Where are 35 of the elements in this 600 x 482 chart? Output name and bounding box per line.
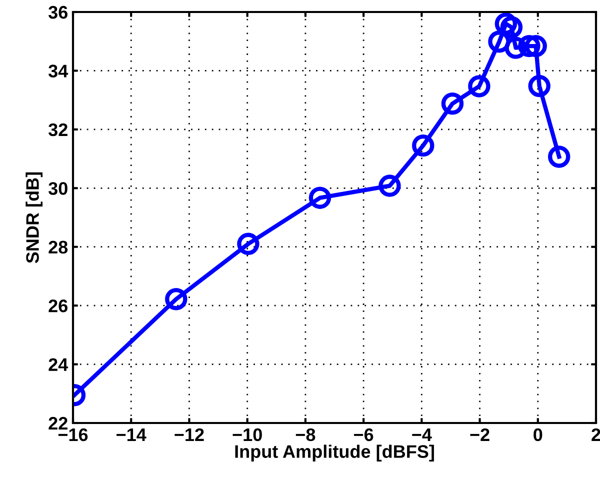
x-tick-label: 0 bbox=[534, 428, 542, 442]
point bbox=[548, 146, 570, 168]
y-tick-label: 22 bbox=[48, 416, 68, 430]
y-tick-label: 24 bbox=[48, 358, 68, 371]
point bbox=[524, 34, 547, 58]
y-tick-label: 26 bbox=[48, 300, 68, 312]
x-tick-label: −10 bbox=[232, 428, 262, 442]
x-tick-label: 2 bbox=[592, 428, 600, 441]
x-tick-label: −14 bbox=[116, 428, 146, 441]
y-axis-title: SNDR [dB] bbox=[26, 172, 42, 264]
point bbox=[488, 30, 510, 53]
point bbox=[528, 74, 550, 98]
y-tick-label: 36 bbox=[48, 6, 68, 19]
y-tick-label: 28 bbox=[48, 240, 68, 254]
point bbox=[165, 288, 188, 310]
x-tick-label: −2 bbox=[470, 428, 490, 441]
point bbox=[504, 36, 527, 59]
y-tick-label: 34 bbox=[48, 64, 68, 78]
y-tick-label: 30 bbox=[48, 182, 68, 195]
point bbox=[378, 174, 401, 197]
x-tick-label: −4 bbox=[412, 428, 432, 441]
x-tick-label: −16 bbox=[58, 428, 88, 442]
y-tick-label: 32 bbox=[48, 123, 68, 136]
point bbox=[468, 75, 490, 98]
point bbox=[412, 134, 434, 157]
point bbox=[494, 12, 518, 35]
point bbox=[500, 16, 523, 38]
x-axis-title: Input Amplitude [dBFS] bbox=[235, 444, 434, 462]
point bbox=[237, 232, 260, 256]
point bbox=[518, 34, 540, 58]
point bbox=[308, 186, 332, 209]
x-tick-label: −6 bbox=[354, 428, 374, 442]
point bbox=[441, 92, 464, 115]
x-tick-label: −8 bbox=[296, 428, 316, 442]
x-tick-label: −12 bbox=[174, 428, 204, 441]
